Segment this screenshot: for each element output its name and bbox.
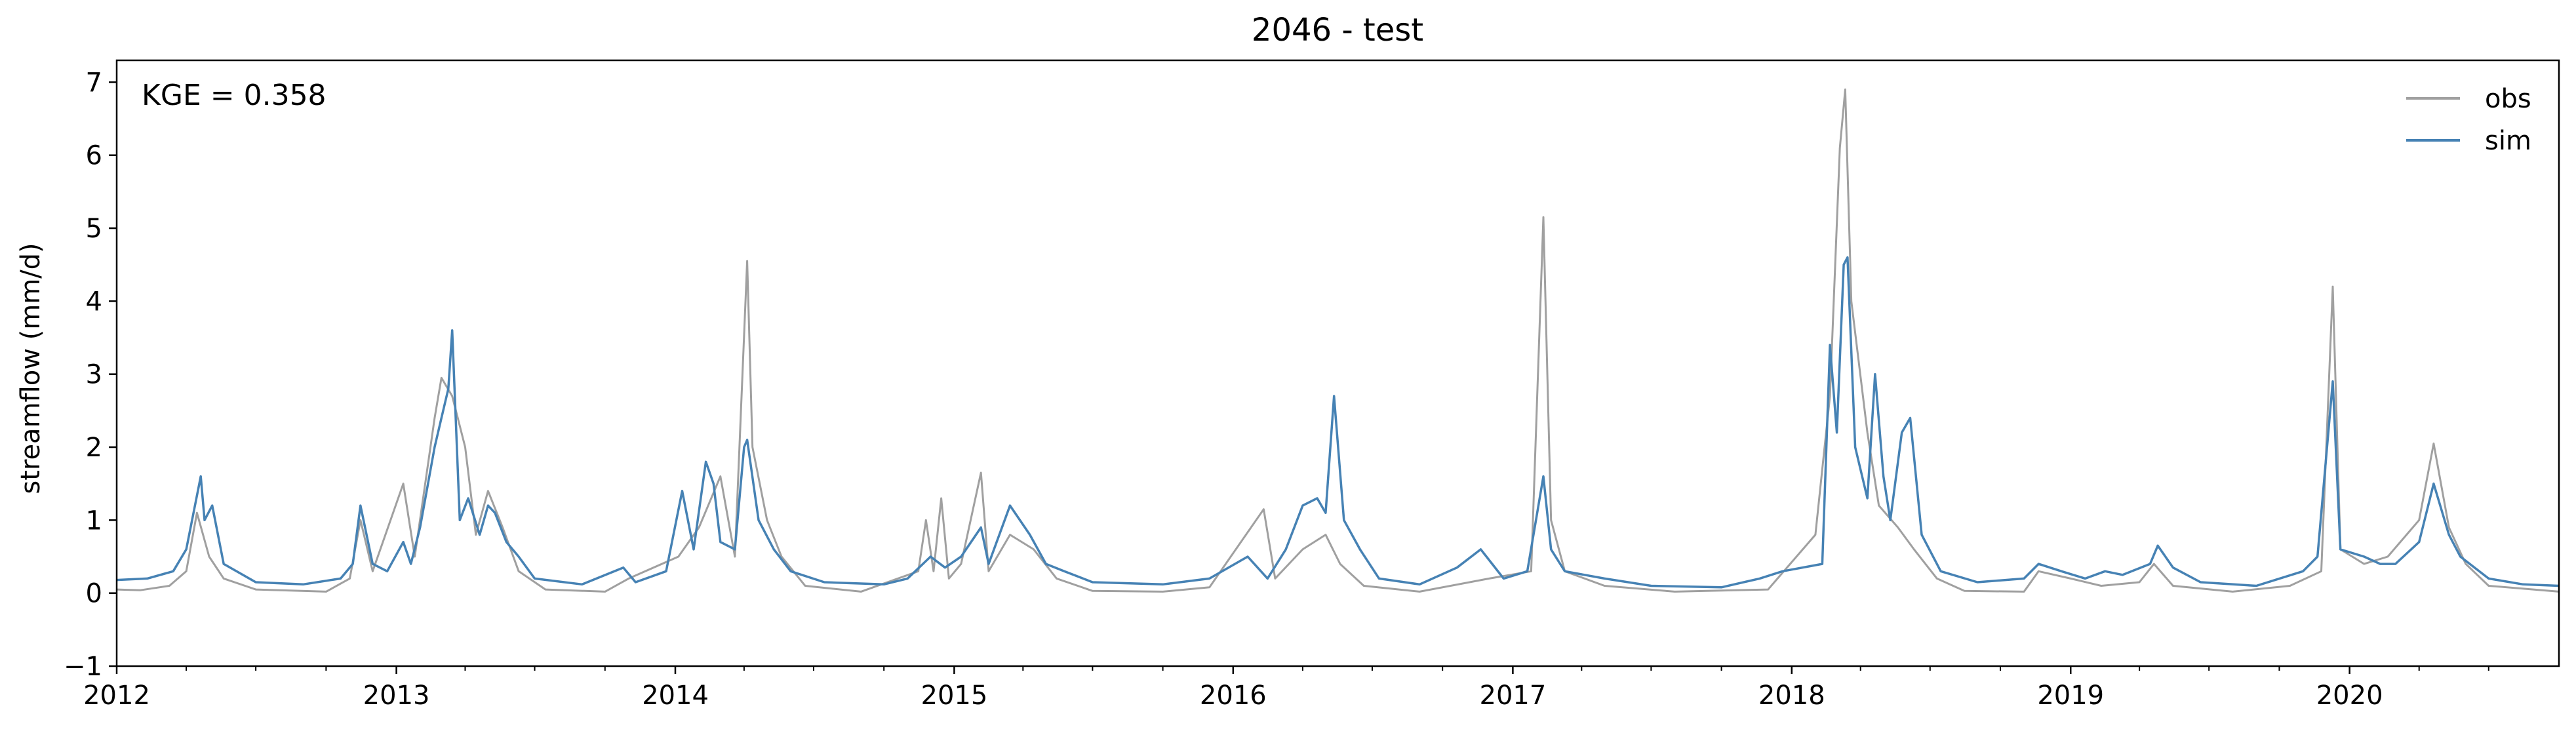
plot-area: −1 0 1 2 3 4 5 6 7 2012 2013 2014 2015 2016 2017 2018 20… xyxy=(64,59,2560,711)
y-axis-label: streamflow (mm/d) xyxy=(16,243,46,494)
x-tick-label: 2019 xyxy=(2037,681,2104,711)
y-tick-label: 3 xyxy=(86,360,102,390)
kge-annotation: KGE = 0.358 xyxy=(142,79,327,112)
x-tick-label: 2020 xyxy=(2316,681,2383,711)
x-tick-label: 2015 xyxy=(921,681,988,711)
x-tick-label: 2013 xyxy=(363,681,430,711)
y-tick-label: −1 xyxy=(64,652,102,682)
legend-label-sim: sim xyxy=(2485,126,2531,156)
legend: obs sim xyxy=(2406,84,2531,156)
series-line-sim xyxy=(116,256,2560,589)
x-tick-label: 2017 xyxy=(1480,681,1547,711)
x-tick-label: 2016 xyxy=(1200,681,1267,711)
y-tick-label: 6 xyxy=(86,141,102,171)
legend-label-obs: obs xyxy=(2485,84,2531,114)
axes-frame xyxy=(115,59,2560,667)
y-tick-label: 4 xyxy=(86,287,102,317)
y-tick-label: 1 xyxy=(86,505,102,536)
x-tick-label: 2014 xyxy=(642,681,709,711)
chart-title: 2046 - test xyxy=(1252,12,1423,49)
y-tick-label: 0 xyxy=(86,579,102,609)
x-tick-label: 2012 xyxy=(83,681,150,711)
x-tick-label: 2018 xyxy=(1758,681,1825,711)
y-tick-label: 2 xyxy=(86,433,102,463)
series-line-obs xyxy=(116,89,2560,593)
y-tick-label: 7 xyxy=(86,68,102,98)
y-tick-label: 5 xyxy=(86,214,102,244)
